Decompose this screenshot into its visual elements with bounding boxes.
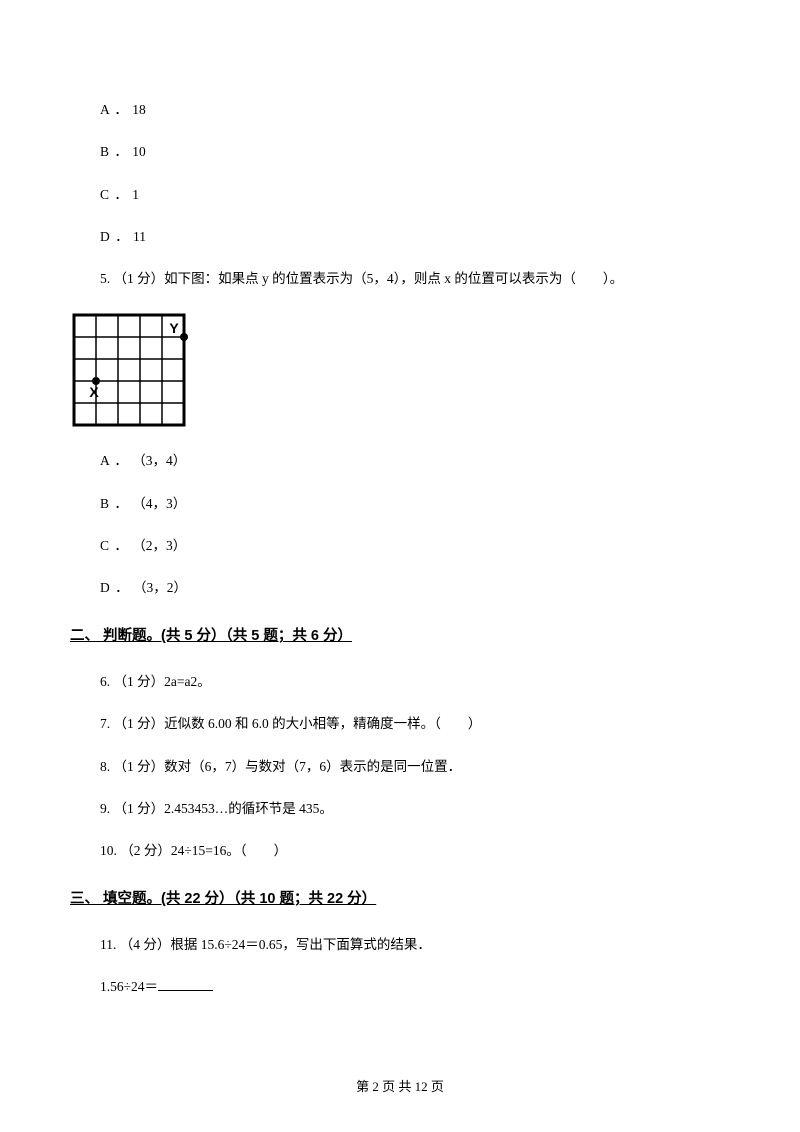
option-text: 10	[132, 144, 146, 159]
option-letter: B ．	[100, 144, 129, 159]
option-text: 11	[133, 229, 146, 244]
q5-option-a: A ． （3，4）	[100, 451, 730, 471]
option-c: C ． 1	[100, 185, 730, 205]
option-text: （4，3）	[132, 496, 186, 511]
option-text: 1	[132, 187, 139, 202]
option-letter: C ．	[100, 538, 129, 553]
q5-grid: XY	[70, 311, 730, 429]
option-letter: C ．	[100, 187, 129, 202]
q11: 11. （4 分）根据 15.6÷24＝0.65，写出下面算式的结果．	[100, 935, 730, 955]
q6: 6. （1 分）2a=a2。	[100, 672, 730, 692]
option-text: （3，4）	[132, 453, 186, 468]
option-text: （3，2）	[133, 580, 187, 595]
option-text: （2，3）	[132, 538, 186, 553]
q11-sub: 1.56÷24＝	[100, 977, 730, 997]
option-b: B ． 10	[100, 142, 730, 162]
q9: 9. （1 分）2.453453…的循环节是 435。	[100, 799, 730, 819]
page-footer: 第 2 页 共 12 页	[0, 1077, 800, 1097]
option-letter: A ．	[100, 102, 129, 117]
svg-text:X: X	[89, 384, 99, 400]
blank-field	[158, 977, 213, 991]
option-a: A ． 18	[100, 100, 730, 120]
q5-stem: 5. （1 分）如下图：如果点 y 的位置表示为（5，4），则点 x 的位置可以…	[100, 269, 730, 289]
q7: 7. （1 分）近似数 6.00 和 6.0 的大小相等，精确度一样。（ ）	[100, 714, 730, 734]
section2-title: 二、 判断题。(共 5 分）（共 5 题；共 6 分）	[70, 626, 730, 648]
q5-option-c: C ． （2，3）	[100, 536, 730, 556]
section3-title: 三、 填空题。(共 22 分）（共 10 题；共 22 分）	[70, 889, 730, 911]
page: A ． 18 B ． 10 C ． 1 D ． 11 5. （1 分）如下图：如…	[0, 0, 800, 1132]
q5-option-b: B ． （4，3）	[100, 494, 730, 514]
q8: 8. （1 分）数对（6，7）与数对（7，6）表示的是同一位置．	[100, 757, 730, 777]
option-letter: D ．	[100, 580, 130, 595]
option-letter: B ．	[100, 496, 129, 511]
option-text: 18	[132, 102, 146, 117]
q11-sub-text: 1.56÷24＝	[100, 979, 158, 994]
q5-option-d: D ． （3，2）	[100, 578, 730, 598]
svg-text:Y: Y	[169, 320, 179, 336]
option-letter: D ．	[100, 229, 130, 244]
option-letter: A ．	[100, 453, 129, 468]
q10: 10. （2 分）24÷15=16。（ ）	[100, 841, 730, 861]
grid-diagram: XY	[70, 311, 198, 429]
option-d: D ． 11	[100, 227, 730, 247]
